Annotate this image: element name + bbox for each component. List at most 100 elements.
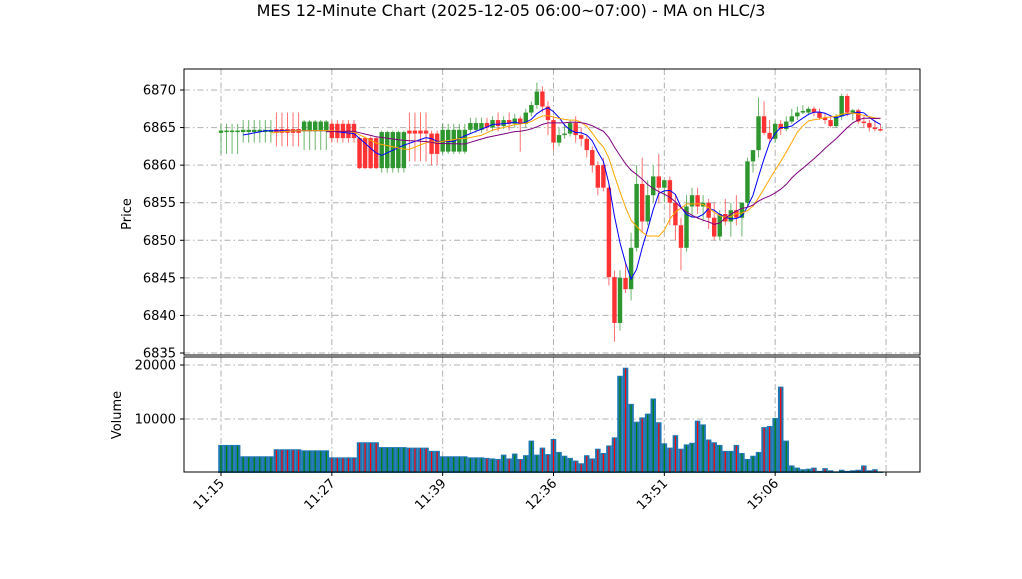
candle-down [872,127,878,130]
candle-up [235,130,240,133]
candle-down [518,118,523,124]
volume-axis-label: Volume [110,391,125,439]
candle-up [556,135,562,143]
price-tick-label: 6835 [143,347,176,362]
candle-up [457,129,462,152]
time-tick-label: 11:27 [302,476,339,513]
candle-down [778,123,783,130]
volume-panel-frame [183,356,921,473]
candle-down [711,217,717,237]
candle-up [324,121,329,132]
candle-down [601,165,606,188]
candle-down [506,120,512,124]
candle-down [545,106,551,121]
candle-up [772,123,778,139]
price-panel-frame [183,68,921,356]
candle-down [761,116,767,133]
time-tick-label: 12:36 [523,476,560,513]
candle-up [684,206,689,248]
time-axis: 11:15 11:27 11:39 12:36 13:51 15:06 [191,472,887,513]
candle-up [379,132,384,169]
candle-down [811,108,817,113]
candle-up [240,129,246,133]
price-tick-label: 6860 [143,159,176,174]
candle-up [440,129,445,152]
volume-tick-label: 10000 [135,413,176,428]
candle-down [595,165,601,188]
candle-down [362,138,368,169]
time-tick-label: 15:06 [745,476,782,513]
candle-up [839,96,844,117]
price-tick-label: 6840 [143,309,176,324]
candle-up [833,116,839,127]
candle-down [612,277,617,323]
candle-up [617,277,623,323]
candle-up [523,112,529,124]
candle-up [717,213,722,237]
time-tick-label: 11:15 [191,476,228,513]
candle-up [218,130,224,133]
candle-up [257,129,263,133]
ma-mid-line [270,112,881,237]
candle-down [584,138,589,151]
candle-up [529,105,534,113]
candle-down [623,277,628,290]
candle-up [567,123,573,134]
candle-up [739,202,745,218]
candle-up [462,129,468,152]
candle-down [822,117,828,121]
price-grid [184,69,920,355]
price-tick-label: 6850 [143,234,176,249]
candle-up [312,121,318,132]
volume-axis: 10000 20000 [135,359,184,428]
candle-down [418,130,423,134]
candle-down [578,135,584,139]
price-tick-label: 6855 [143,196,176,211]
candle-up [662,180,667,188]
candle-up [401,132,407,169]
candle-down [551,120,556,143]
candle-up [634,183,639,248]
candle-up [628,247,634,290]
candle-down [423,130,429,134]
candle-up [850,110,855,113]
candle-down [368,138,373,169]
candle-down [606,187,612,278]
candle-up [745,161,750,203]
candle-up [246,129,251,133]
candle-down [407,130,412,134]
candle-down [844,96,850,113]
candle-down [695,195,700,207]
candle-down [878,129,883,131]
candle-down [429,133,434,154]
candle-up [689,195,695,207]
candle-down [656,176,662,188]
candle-up [562,133,567,136]
candle-up [307,121,312,132]
price-axis: 6835 6840 6845 6850 6855 6860 6865 6870 [143,84,184,362]
price-tick-label: 6870 [143,84,176,99]
candle-up [451,129,456,152]
ma-fast-line [243,107,881,281]
candle-down [678,225,684,248]
candle-down [856,110,861,122]
ma-slow-line [326,117,881,225]
candle-up [795,112,800,117]
candle-up [490,120,495,128]
candle-down [828,120,833,127]
candle-up [645,195,650,222]
candle-up [224,130,229,133]
price-tick-label: 6865 [143,121,176,136]
price-axis-label: Price [120,198,135,230]
candle-up [789,116,795,122]
candle-down [357,138,362,169]
candle-down [817,112,822,118]
candle-up [750,150,756,162]
candle-up [784,121,789,130]
moving-averages [243,107,881,281]
candle-up [651,176,656,196]
candle-up [728,210,734,222]
candle-down [540,91,545,107]
candle-down [484,123,490,128]
